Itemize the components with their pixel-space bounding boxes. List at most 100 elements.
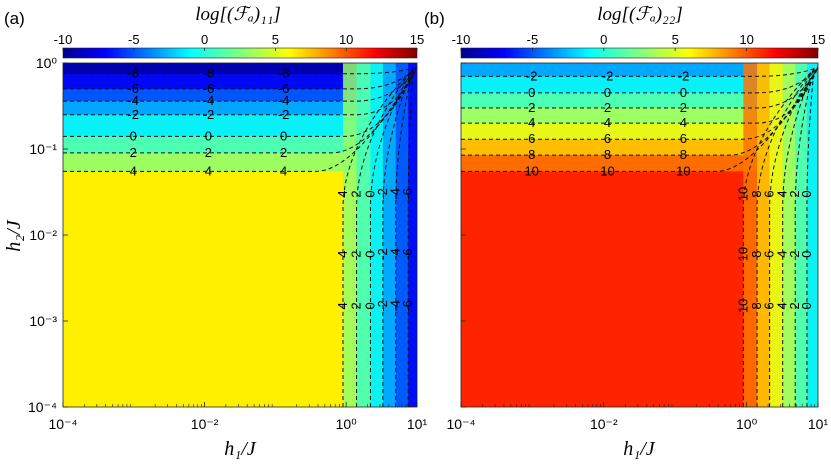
y-tick-label: 10⁻³ — [29, 313, 57, 329]
contour-label: 0 — [362, 250, 377, 257]
contour-label: 10 — [524, 163, 538, 178]
contour-line — [461, 66, 818, 77]
contour-label: 0 — [205, 128, 212, 143]
contour-label: 4 — [604, 115, 611, 130]
contour-label: 2 — [604, 100, 611, 115]
x-tick-label: 10⁻² — [191, 416, 219, 432]
contour-label: -8 — [278, 66, 290, 81]
contour-label: 4 — [205, 163, 212, 178]
contour-label: -6 — [400, 248, 415, 260]
colorbar-tick-label: -10 — [452, 32, 471, 47]
colorbar-tick-label: -5 — [527, 32, 539, 47]
contour-line — [63, 66, 417, 116]
contour-label: -8 — [203, 66, 215, 81]
contour-label: -6 — [278, 81, 290, 96]
contour-label: -2 — [127, 107, 139, 122]
colorbar-tick-label: 10 — [339, 32, 353, 47]
contour-label: 0 — [130, 128, 137, 143]
colorbar-tick-label: 0 — [600, 32, 607, 47]
contour-label: -2 — [526, 68, 538, 83]
contour-line — [806, 68, 815, 407]
colorbar-ticks-a: -10 -5 0 5 10 15 — [54, 32, 424, 51]
contour-label: -4 — [388, 300, 403, 312]
contour-label: -2 — [375, 248, 390, 260]
contour-line — [63, 66, 417, 75]
contour-label: 0 — [680, 85, 687, 100]
colorbar-title-b: log[(ℱₐ)₂₂] — [597, 4, 682, 25]
x-tick-label: 10⁰ — [736, 416, 758, 432]
contour-label: 0 — [799, 302, 814, 309]
contour-label: 0 — [528, 85, 535, 100]
contour-label: -2 — [203, 107, 215, 122]
contour-line — [382, 68, 414, 407]
contour-line — [342, 68, 414, 407]
colorbar-tick-label: 15 — [811, 32, 825, 47]
colorbar-tick-label: -5 — [128, 32, 140, 47]
contour-label: 10 — [735, 299, 750, 313]
contour-label: -4 — [388, 188, 403, 200]
contour-line — [356, 68, 414, 407]
contour-line — [461, 66, 818, 140]
contour-label: 2 — [280, 145, 287, 160]
contour-label: 0 — [280, 128, 287, 143]
contour-label: 8 — [680, 147, 687, 162]
contour-label: -4 — [127, 93, 139, 108]
contour-line — [461, 66, 818, 124]
contour-line — [461, 66, 818, 109]
colorbar-ticks-b: -10 -5 0 5 10 15 — [452, 32, 825, 51]
contour-label: 6 — [762, 302, 777, 309]
x-tick-label: 10⁻² — [590, 416, 618, 432]
contour-label: 4 — [335, 302, 350, 309]
contour-label: -6 — [203, 81, 215, 96]
y-tick-label: 10⁰ — [36, 55, 58, 71]
contour-line — [794, 68, 815, 407]
contour-label: 8 — [749, 250, 764, 257]
contour-label: 10 — [676, 163, 690, 178]
contour-label: 6 — [762, 250, 777, 257]
colorbar-tick-label: 5 — [672, 32, 679, 47]
x-tick-label: 10⁻⁴ — [447, 416, 476, 432]
contour-label: 2 — [130, 145, 137, 160]
contour-label: -2 — [678, 68, 690, 83]
contour-label: -8 — [127, 66, 139, 81]
contour-label: 2 — [787, 250, 802, 257]
contour-label: 10 — [600, 163, 614, 178]
contour-label: 2 — [349, 190, 364, 197]
heatmap-band-right — [806, 63, 818, 407]
contour-label: 2 — [528, 100, 535, 115]
contour-label: -4 — [203, 93, 215, 108]
heatmap-band-top — [461, 63, 818, 77]
contour-label: -6 — [127, 81, 139, 96]
heatmap-panel-b: 10 10 108 8 86 6 64 4 42 2 20 0 0-2 -2 -21010108886664… — [447, 62, 829, 432]
contour-label: -2 — [375, 188, 390, 200]
contour-line — [63, 66, 417, 102]
contour-label: 4 — [775, 250, 790, 257]
y-tick-label: 10⁻⁴ — [28, 399, 57, 415]
panel-label-a: (a) — [4, 9, 25, 28]
colorbar-tick-label: 15 — [410, 32, 424, 47]
contour-label: 0 — [799, 190, 814, 197]
contour-label: -6 — [400, 300, 415, 312]
contour-line — [461, 66, 818, 172]
contour-label: 0 — [362, 302, 377, 309]
contour-label: 6 — [604, 131, 611, 146]
contour-label: 0 — [604, 85, 611, 100]
contour-label: 6 — [762, 190, 777, 197]
contour-label: 4 — [280, 163, 287, 178]
contour-label: 10 — [735, 247, 750, 261]
contour-label: 8 — [749, 302, 764, 309]
contour-line — [782, 68, 815, 407]
contour-label: 10 — [735, 187, 750, 201]
contour-label: -2 — [278, 107, 290, 122]
colorbar-tick-label: -10 — [54, 32, 73, 47]
heatmap-band-right — [408, 63, 417, 407]
contour-label: 2 — [349, 250, 364, 257]
contour-line — [369, 68, 414, 407]
contour-label: 2 — [349, 302, 364, 309]
x-tick-label: 10¹ — [808, 416, 829, 432]
x-tick-label: 10⁰ — [336, 416, 358, 432]
contour-label: 2 — [787, 302, 802, 309]
contour-label: 4 — [335, 190, 350, 197]
contour-label: -6 — [400, 188, 415, 200]
